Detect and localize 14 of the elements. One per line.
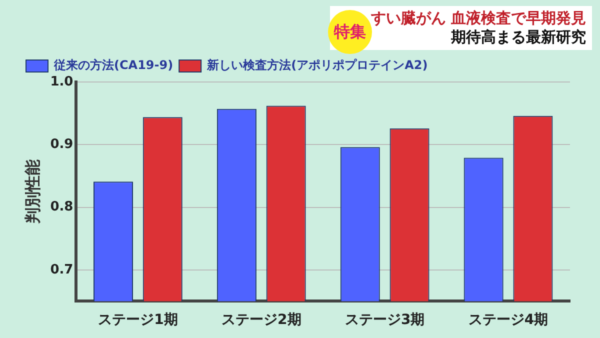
chart-title: すい臓がん 血液検査で早期発見	[370, 9, 586, 27]
x-tick-label: ステージ1期	[98, 312, 178, 328]
y-tick-label: 1.0	[50, 74, 74, 90]
y-tick-label: 0.9	[50, 137, 74, 152]
x-tick-label: ステージ4期	[468, 312, 548, 328]
legend-label: 新しい検査方法(アポリポプロテインA2)	[206, 58, 428, 72]
y-axis-title: 判別性能	[22, 160, 42, 225]
chart-subtitle: 期待高まる最新研究	[451, 28, 586, 46]
x-tick-label: ステージ3期	[344, 312, 425, 328]
x-tick-label: ステージ2期	[222, 312, 302, 328]
legend-label: 従来の方法(CA19-9)	[53, 58, 174, 72]
y-tick-label: 0.7	[50, 262, 74, 278]
text: 特集	[328, 10, 372, 54]
y-tick-label: 0.8	[50, 200, 74, 215]
